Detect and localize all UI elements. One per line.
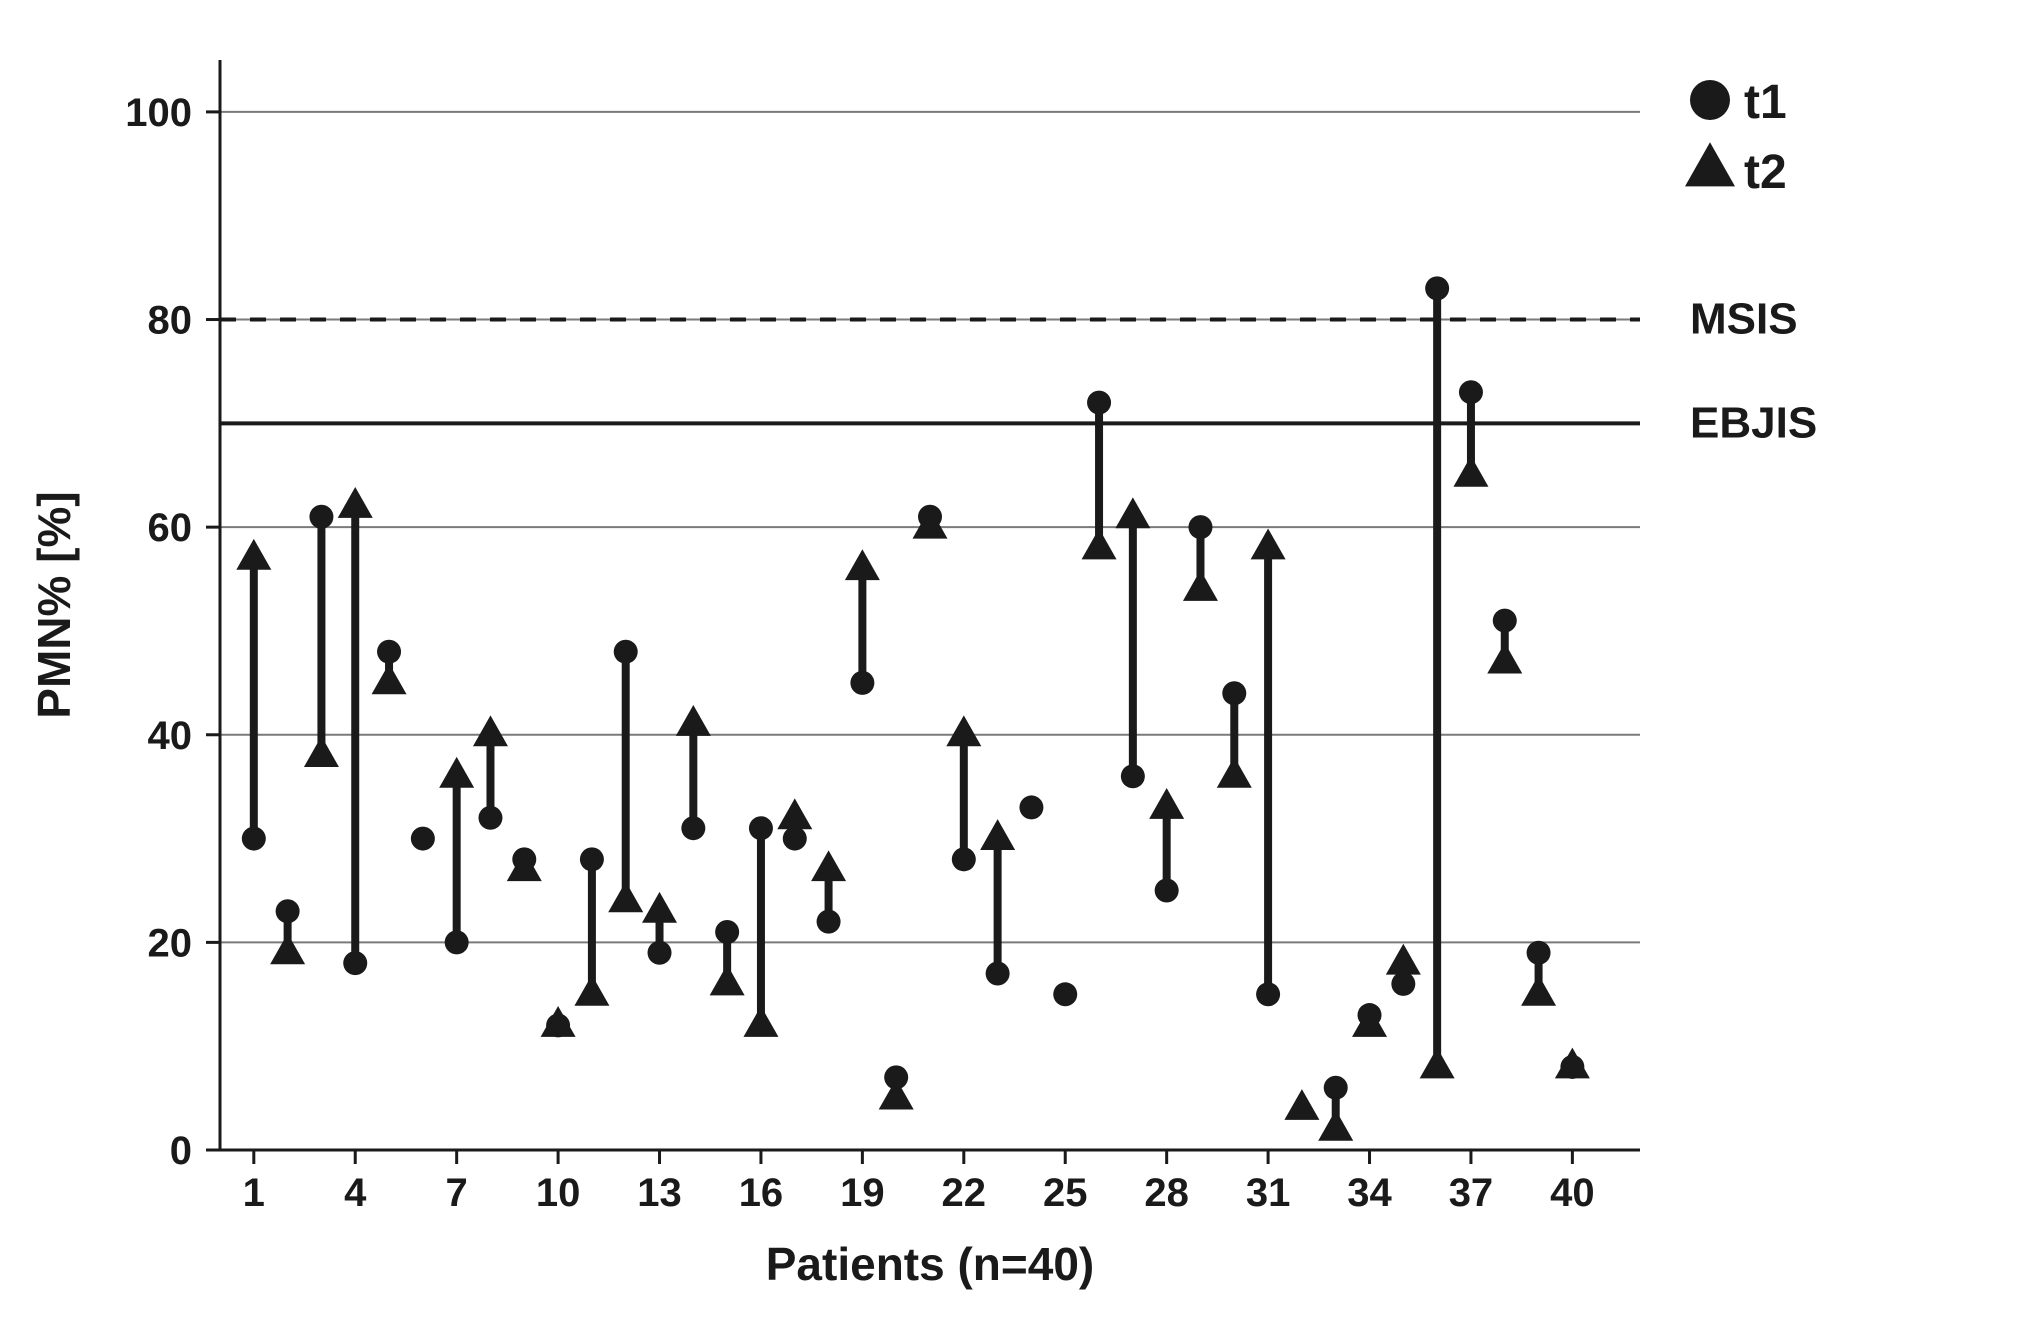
- x-tick-label: 37: [1449, 1171, 1494, 1215]
- t1-marker: [783, 827, 807, 851]
- t1-marker: [1087, 391, 1111, 415]
- t1-marker: [715, 920, 739, 944]
- t1-marker: [580, 847, 604, 871]
- t1-marker: [309, 505, 333, 529]
- t1-marker: [1121, 764, 1145, 788]
- x-tick-label: 19: [840, 1171, 885, 1215]
- x-tick-label: 16: [739, 1171, 784, 1215]
- x-tick-label: 22: [942, 1171, 987, 1215]
- x-tick-label: 31: [1246, 1171, 1291, 1215]
- x-tick-label: 25: [1043, 1171, 1088, 1215]
- legend-circle-icon: [1690, 80, 1730, 120]
- reference-label: EBJIS: [1690, 398, 1817, 447]
- x-tick-label: 34: [1347, 1171, 1392, 1215]
- reference-label: MSIS: [1690, 295, 1798, 344]
- t1-marker: [478, 806, 502, 830]
- t1-marker: [1527, 941, 1551, 965]
- t1-marker: [276, 899, 300, 923]
- t1-marker: [1256, 982, 1280, 1006]
- y-tick-label: 0: [170, 1129, 192, 1173]
- t1-marker: [1053, 982, 1077, 1006]
- t1-marker: [681, 816, 705, 840]
- t1-marker: [1222, 681, 1246, 705]
- t1-marker: [411, 827, 435, 851]
- t1-marker: [1425, 276, 1449, 300]
- t1-marker: [749, 816, 773, 840]
- x-tick-label: 1: [243, 1171, 265, 1215]
- legend-label: t2: [1744, 146, 1787, 199]
- t1-marker: [1019, 795, 1043, 819]
- y-tick-label: 100: [125, 91, 192, 135]
- t1-marker: [1324, 1076, 1348, 1100]
- y-tick-label: 80: [148, 299, 193, 343]
- t1-marker: [445, 930, 469, 954]
- y-tick-label: 20: [148, 921, 193, 965]
- t1-marker: [1493, 609, 1517, 633]
- x-axis-title: Patients (n=40): [766, 1238, 1095, 1290]
- x-tick-label: 7: [446, 1171, 468, 1215]
- plot-background: [0, 0, 2026, 1325]
- t1-marker: [648, 941, 672, 965]
- x-tick-label: 4: [344, 1171, 367, 1215]
- t1-marker: [1155, 878, 1179, 902]
- chart-container: 0 20 40 60 80 100 MSIS EBJIS 1 4 7 10 13 16 19 22 25 28 31…: [0, 0, 2026, 1325]
- t1-marker: [614, 640, 638, 664]
- t1-marker: [850, 671, 874, 695]
- t1-marker: [986, 962, 1010, 986]
- t1-marker: [952, 847, 976, 871]
- x-tick-label: 40: [1550, 1171, 1595, 1215]
- pmn-chart: 0 20 40 60 80 100 MSIS EBJIS 1 4 7 10 13 16 19 22 25 28 31…: [0, 0, 2026, 1325]
- x-tick-label: 13: [637, 1171, 682, 1215]
- t1-marker: [1391, 972, 1415, 996]
- t1-marker: [343, 951, 367, 975]
- x-tick-label: 10: [536, 1171, 581, 1215]
- t1-marker: [817, 910, 841, 934]
- y-axis-title: PMN% [%]: [28, 491, 80, 718]
- t1-marker: [377, 640, 401, 664]
- legend-label: t1: [1744, 76, 1787, 129]
- x-tick-label: 28: [1144, 1171, 1189, 1215]
- y-tick-label: 40: [148, 714, 193, 758]
- y-tick-label: 60: [148, 506, 193, 550]
- t1-marker: [1459, 380, 1483, 404]
- t1-marker: [1188, 515, 1212, 539]
- t1-marker: [242, 827, 266, 851]
